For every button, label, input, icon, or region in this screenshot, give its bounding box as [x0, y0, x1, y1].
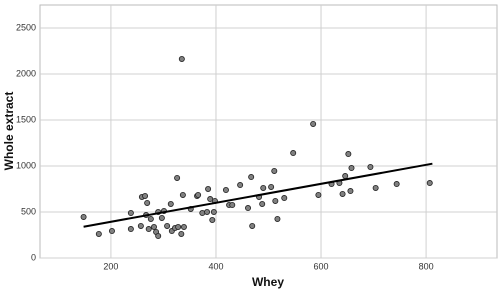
data-point [164, 222, 171, 229]
data-point [222, 187, 229, 194]
y-tick-label: 1500 [16, 114, 36, 124]
x-tick-label: 200 [103, 261, 118, 271]
data-point [345, 151, 352, 158]
plot-area [39, 4, 498, 259]
x-axis-title: Whey [252, 275, 284, 289]
data-point [150, 223, 157, 230]
data-point [80, 213, 87, 220]
data-point [205, 185, 212, 192]
data-point [426, 180, 433, 187]
data-point [178, 230, 185, 237]
data-point [204, 208, 211, 215]
data-point [290, 150, 297, 157]
data-point [274, 215, 281, 222]
y-axis-title: Whole extract [2, 92, 16, 171]
data-point [199, 210, 206, 217]
data-point [245, 205, 252, 212]
data-point [209, 217, 216, 224]
data-point [178, 56, 185, 63]
data-point [195, 191, 202, 198]
data-point [155, 233, 162, 240]
data-point [260, 184, 267, 191]
data-point [127, 226, 134, 233]
data-point [310, 120, 317, 127]
data-point [347, 188, 354, 195]
data-point [393, 181, 400, 188]
data-point [174, 174, 181, 181]
data-point [367, 164, 374, 171]
data-point [144, 199, 151, 206]
y-tick-label: 500 [21, 206, 36, 216]
data-point [142, 192, 149, 199]
data-point [158, 214, 165, 221]
x-tick-label: 800 [419, 261, 434, 271]
data-point [237, 182, 244, 189]
x-tick-label: 600 [314, 261, 329, 271]
data-point [145, 226, 152, 233]
data-point [229, 202, 236, 209]
data-point [95, 230, 102, 237]
data-point [248, 174, 255, 181]
data-point [339, 190, 346, 197]
data-point [175, 223, 182, 230]
fit-line [83, 162, 433, 228]
data-point [281, 195, 288, 202]
data-point [272, 197, 279, 204]
data-point [108, 228, 115, 235]
data-point [315, 191, 322, 198]
data-point [127, 210, 134, 217]
data-point [268, 183, 275, 190]
data-point [249, 222, 256, 229]
data-point [179, 191, 186, 198]
y-tick-label: 2000 [16, 68, 36, 78]
data-point [167, 200, 174, 207]
data-point [372, 184, 379, 191]
data-point [342, 173, 349, 180]
data-point [271, 167, 278, 174]
data-point [210, 208, 217, 215]
y-tick-label: 1000 [16, 160, 36, 170]
data-point [147, 215, 154, 222]
y-tick-label: 0 [31, 252, 36, 262]
data-point [348, 165, 355, 172]
x-tick-label: 400 [208, 261, 223, 271]
data-point [180, 223, 187, 230]
y-tick-label: 2500 [16, 22, 36, 32]
data-point [259, 200, 266, 207]
data-point [137, 222, 144, 229]
